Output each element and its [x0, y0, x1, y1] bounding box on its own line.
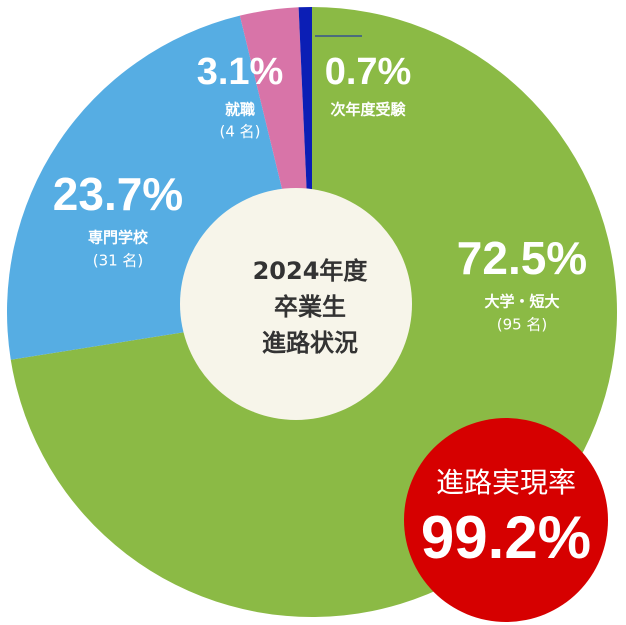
value-label: 72.5%: [457, 232, 587, 284]
center-circle: [180, 188, 412, 420]
count-label: (4 名): [219, 123, 260, 141]
value-label: 3.1%: [197, 51, 284, 93]
count-label: (95 名): [497, 316, 548, 334]
center-label: 進路状況: [262, 329, 358, 357]
center-label: 卒業生: [274, 293, 346, 321]
highlight-value: 99.2%: [421, 504, 591, 571]
value-label: 0.7%: [325, 51, 412, 93]
value-label: 23.7%: [53, 168, 183, 220]
center-label: 2024年度: [253, 257, 369, 285]
labels: 72.5% 大学・短大 (95 名) 23.7% 専門学校 (31 名) 3.1% 就職 (4 …: [53, 51, 587, 333]
category-label: 大学・短大: [484, 293, 559, 311]
count-label: (31 名): [93, 252, 144, 270]
category-label: 専門学校: [88, 229, 149, 247]
highlight-label: 進路実現率: [436, 466, 576, 499]
highlight-circle: [404, 418, 608, 622]
category-label: 就職: [225, 101, 255, 119]
category-label: 次年度受験: [330, 101, 406, 119]
